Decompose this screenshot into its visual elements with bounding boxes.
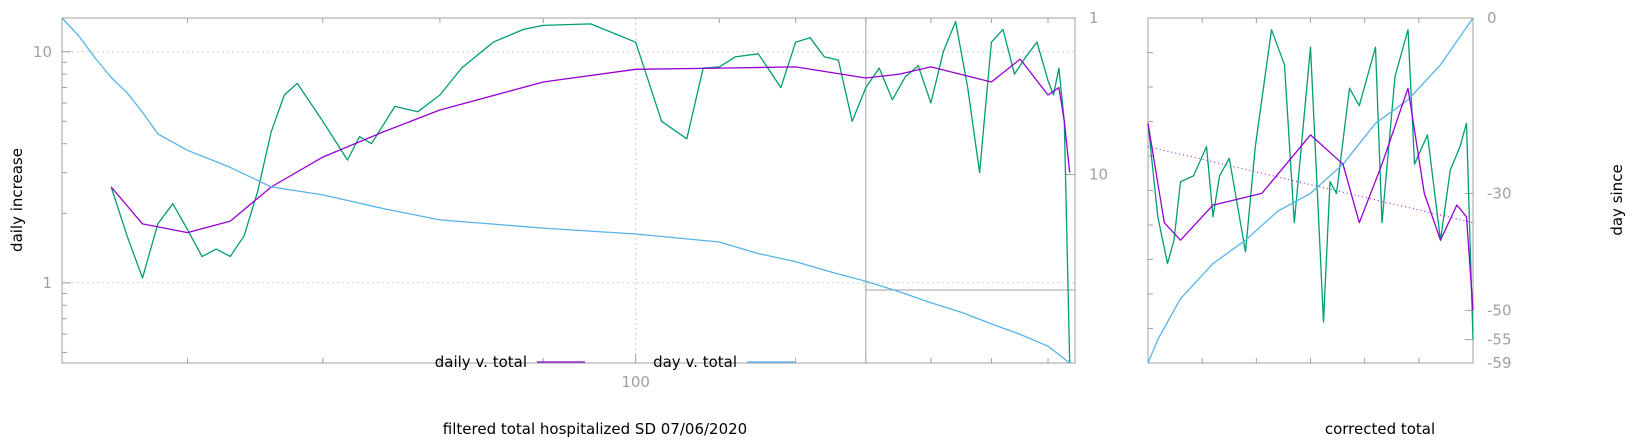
- left-y-axis-label: daily increase: [8, 148, 26, 252]
- series-line-daily-right: [1147, 87, 1474, 311]
- right-y-axis-label: day since: [1608, 164, 1626, 235]
- plot-frame-left: [61, 17, 1076, 364]
- left-x-axis-label: filtered total hospitalized SD 07/06/202…: [443, 420, 747, 438]
- y2-tick-label-1: 10: [1089, 166, 1108, 184]
- series-line-trend: [1147, 146, 1474, 224]
- y-right-tick-label-4: -59: [1487, 354, 1512, 372]
- legend-label-day: day v. total: [653, 353, 737, 371]
- series-line-raw: [110, 20, 1071, 364]
- right-plot: 0 -30 -50 -55 -59: [1147, 9, 1512, 372]
- series-line-daily: [110, 58, 1071, 234]
- left-plot: 100 1 10 1 10: [33, 9, 1108, 391]
- series-line-raw-right: [1147, 29, 1474, 340]
- series-line-day: [61, 17, 1071, 364]
- y2-tick-label-0: 1: [1089, 9, 1099, 27]
- legend-label-daily: daily v. total: [435, 353, 527, 371]
- legend: daily v. total day v. total: [435, 353, 795, 371]
- y-right-tick-label-3: -55: [1487, 331, 1512, 349]
- y-right-tick-label-2: -50: [1487, 301, 1512, 319]
- right-x-axis-label: corrected total: [1325, 420, 1435, 438]
- y-right-tick-label-1: -30: [1487, 184, 1512, 202]
- y-tick-label-0: 1: [42, 274, 52, 292]
- y-tick-label-1: 10: [33, 43, 52, 61]
- x-tick-label-0: 100: [621, 373, 650, 391]
- y-right-tick-label-0: 0: [1487, 9, 1497, 27]
